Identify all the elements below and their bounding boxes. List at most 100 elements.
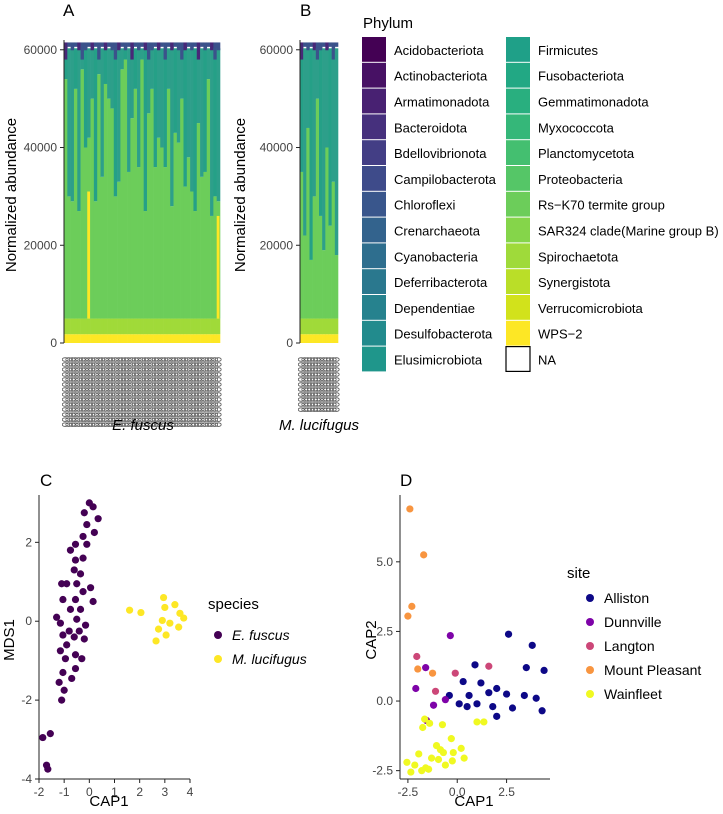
bar-proteobacteria-segment bbox=[183, 186, 188, 319]
bar-top-segment bbox=[173, 42, 178, 47]
bar-proteobacteria-segment bbox=[213, 196, 217, 319]
bar-wps2-segment bbox=[206, 334, 211, 343]
phylum-key-label: Proteobacteria bbox=[538, 172, 623, 187]
y-tick-label: 20000 bbox=[260, 238, 294, 252]
bar-firmicutes-segment bbox=[156, 48, 161, 138]
scatter-point bbox=[166, 619, 174, 627]
scatter-point bbox=[126, 606, 134, 614]
bar-top-segment bbox=[90, 42, 95, 51]
bar-firmicutes-segment bbox=[180, 48, 184, 99]
bar-proteobacteria-segment bbox=[113, 196, 118, 319]
bar-top-segment bbox=[100, 42, 105, 47]
bar-top-segment bbox=[127, 42, 131, 47]
bar-top-segment bbox=[216, 42, 221, 51]
sample-tick-label: 00000000000000 bbox=[183, 357, 193, 427]
panel-b: B Normalized abundance 0200004000060000 … bbox=[232, 1, 360, 434]
bar-top-segment bbox=[80, 42, 85, 60]
sample-tick-label: 00000000000 bbox=[328, 357, 338, 412]
bar-top-segment bbox=[300, 42, 304, 60]
bar-wps2-segment bbox=[166, 334, 171, 343]
y-tick-label: 0 bbox=[50, 336, 57, 350]
bar-proteobacteria-segment bbox=[80, 69, 85, 319]
bar-wps2-segment bbox=[80, 334, 85, 343]
bar-low-segment bbox=[137, 318, 141, 335]
bar-low-segment bbox=[331, 318, 336, 335]
phylum-legend: Phylum Acidobacteriota Actinobacteriota Ar… bbox=[362, 15, 719, 373]
scatter-point bbox=[44, 765, 52, 773]
bar-wps2-segment bbox=[107, 334, 111, 343]
x-tick-label: 2.5 bbox=[498, 785, 515, 799]
scatter-point bbox=[70, 633, 78, 641]
sample-tick-label: 00000000000000 bbox=[157, 357, 167, 427]
phylum-key-swatch bbox=[506, 140, 530, 165]
bar-top-segment bbox=[306, 42, 310, 51]
sample-tick-label: 00000000000 bbox=[309, 357, 319, 412]
bar-firmicutes-segment bbox=[309, 48, 313, 260]
phylum-key-label: Actinobacteriota bbox=[394, 69, 488, 84]
bar-firmicutes-segment bbox=[100, 48, 105, 177]
bar-wps2-segment bbox=[200, 334, 204, 343]
bar-low-segment bbox=[193, 318, 198, 335]
y-tick-label: 5.0 bbox=[376, 555, 393, 569]
bar-wps2-segment bbox=[70, 334, 75, 343]
sample-tick-label: 00000000000000 bbox=[84, 357, 94, 427]
bar-wps2-segment bbox=[120, 334, 125, 343]
bar-wps2-segment bbox=[170, 334, 174, 343]
sample-tick-label: 00000000000 bbox=[316, 357, 326, 412]
scatter-point bbox=[86, 584, 95, 592]
panel-d-x-axis-label: CAP1 bbox=[454, 793, 493, 810]
phylum-key-label: Campilobacterota bbox=[394, 172, 497, 187]
bar-proteobacteria-segment bbox=[312, 196, 317, 319]
scatter-point bbox=[485, 689, 493, 697]
bar-firmicutes-segment bbox=[331, 48, 336, 182]
phylum-key-label: WPS−2 bbox=[538, 327, 582, 342]
bar-proteobacteria-segment bbox=[93, 201, 98, 319]
bar-low-segment bbox=[123, 318, 128, 335]
scatter-point bbox=[79, 532, 87, 541]
phylum-key-label: Fusobacteriota bbox=[538, 69, 625, 84]
bar-low-segment bbox=[300, 318, 304, 335]
y-tick-label: 0 bbox=[25, 614, 32, 628]
bar-top-segment bbox=[93, 42, 98, 47]
bar-proteobacteria-segment bbox=[64, 79, 68, 319]
bar-proteobacteria-segment bbox=[107, 98, 111, 319]
bar-low-segment bbox=[216, 318, 221, 335]
scatter-point bbox=[477, 679, 485, 687]
scatter-point bbox=[419, 723, 427, 732]
phylum-key-swatch bbox=[362, 191, 386, 217]
bar-low-segment bbox=[127, 318, 131, 335]
bar-proteobacteria-segment bbox=[140, 59, 144, 319]
scatter-point bbox=[403, 758, 411, 766]
y-tick-label: 40000 bbox=[24, 141, 58, 155]
bar-firmicutes-segment bbox=[133, 48, 138, 89]
bar-wps2-segment bbox=[90, 334, 95, 343]
bar-firmicutes-segment bbox=[160, 48, 164, 148]
bar-wps2-segment bbox=[93, 334, 98, 343]
phylum-key-swatch bbox=[362, 320, 386, 346]
scatter-point bbox=[158, 616, 166, 625]
bar-firmicutes-segment bbox=[186, 48, 191, 158]
bar-proteobacteria-segment bbox=[160, 147, 164, 319]
bar-wps2-segment bbox=[133, 334, 138, 343]
bar-wps2-segment bbox=[190, 334, 194, 343]
bar-wps2-segment bbox=[306, 334, 310, 343]
bar-wps2-segment bbox=[176, 334, 181, 343]
bar-proteobacteria-segment bbox=[146, 113, 151, 319]
scatter-point bbox=[75, 627, 83, 635]
bar-wps2-segment bbox=[180, 334, 184, 343]
scatter-point bbox=[59, 668, 67, 677]
bar-proteobacteria-segment bbox=[100, 176, 105, 319]
sample-tick-label: 00000000000000 bbox=[137, 357, 147, 427]
scatter-point bbox=[161, 603, 169, 612]
bar-top-segment bbox=[190, 42, 194, 51]
phylum-key-label: Desulfobacterota bbox=[394, 327, 493, 342]
panel-d-points bbox=[403, 505, 548, 776]
sample-tick-label: 00000000000000 bbox=[144, 357, 154, 427]
scatter-point bbox=[493, 684, 501, 693]
scatter-point bbox=[415, 750, 423, 758]
bar-firmicutes-segment bbox=[64, 48, 68, 80]
scatter-point bbox=[431, 687, 440, 695]
bar-firmicutes-segment bbox=[73, 48, 78, 89]
panel-d-axes: -2.5 0.0 2.5 -2.5 0.0 2.5 5.0 bbox=[372, 495, 550, 799]
bar-firmicutes-segment bbox=[206, 48, 211, 80]
